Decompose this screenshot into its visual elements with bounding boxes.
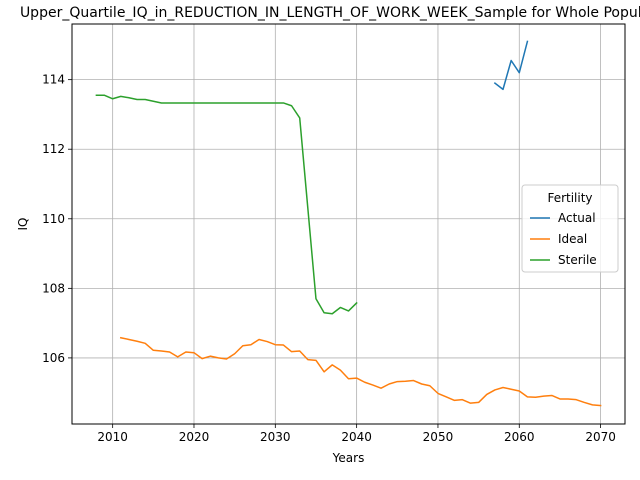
x-tick-label: 2010 (97, 430, 128, 444)
x-axis-label: Years (332, 451, 365, 465)
x-tick-label: 2060 (504, 430, 535, 444)
legend-label-ideal: Ideal (558, 232, 587, 246)
series-layer (95, 40, 602, 407)
axis-ticks: 2010 2020 2030 2040 2050 2060 2070 106 108 110 112… (42, 73, 616, 444)
y-tick-label: 106 (42, 351, 65, 365)
legend: Fertility Actual Ideal Sterile (521, 184, 619, 273)
x-tick-label: 2070 (585, 430, 616, 444)
series-line-ideal (119, 336, 602, 407)
legend-title: Fertility (547, 191, 592, 205)
legend-label-actual: Actual (558, 211, 596, 225)
series-line-sterile (95, 94, 358, 315)
y-tick-label: 112 (42, 142, 65, 156)
series-line-actual (493, 40, 529, 91)
legend-box (521, 184, 619, 273)
legend-items: Actual Ideal Sterile (530, 211, 597, 267)
x-tick-label: 2030 (260, 430, 291, 444)
y-tick-label: 110 (42, 212, 65, 226)
x-tick-label: 2020 (179, 430, 210, 444)
y-axis-label: IQ (16, 218, 30, 231)
y-tick-label: 114 (42, 73, 65, 87)
legend-label-sterile: Sterile (558, 253, 597, 267)
x-tick-label: 2040 (341, 430, 372, 444)
y-tick-label: 108 (42, 281, 65, 295)
plot-frame (71, 23, 626, 425)
chart-title: Upper_Quartile_IQ_in_REDUCTION_IN_LENGTH… (20, 5, 640, 21)
x-tick-label: 2050 (423, 430, 454, 444)
